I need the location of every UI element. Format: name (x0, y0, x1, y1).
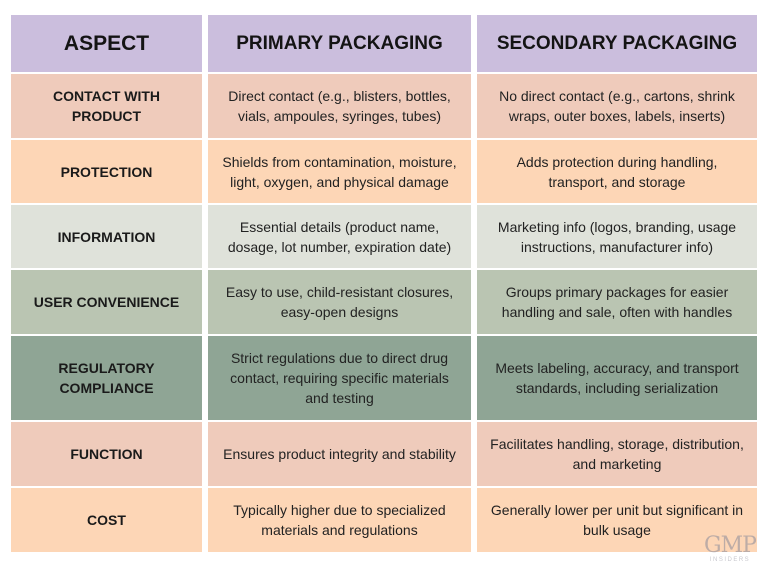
table-header-row: ASPECT PRIMARY PACKAGING SECONDARY PACKA… (11, 15, 757, 72)
primary-cell: Shields from contamination, moisture, li… (208, 140, 471, 203)
primary-cell: Typically higher due to specialized mate… (208, 488, 471, 552)
table-row: FUNCTION Ensures product integrity and s… (11, 422, 757, 486)
table-row: REGULATORY COMPLIANCE Strict regulations… (11, 336, 757, 420)
header-secondary-packaging: SECONDARY PACKAGING (477, 15, 757, 72)
aspect-cell: FUNCTION (11, 422, 202, 486)
logo-subtitle: INSIDERS (709, 557, 751, 563)
gmp-insiders-logo: GMP INSIDERS (700, 533, 760, 564)
aspect-cell: INFORMATION (11, 205, 202, 268)
aspect-cell: COST (11, 488, 202, 552)
table-row: COST Typically higher due to specialized… (11, 488, 757, 552)
primary-cell: Essential details (product name, dosage,… (208, 205, 471, 268)
primary-cell: Direct contact (e.g., blisters, bottles,… (208, 74, 471, 138)
header-primary-packaging: PRIMARY PACKAGING (208, 15, 471, 72)
table-row: INFORMATION Essential details (product n… (11, 205, 757, 268)
secondary-cell: Generally lower per unit but significant… (477, 488, 757, 552)
table-row: USER CONVENIENCE Easy to use, child-resi… (11, 270, 757, 334)
header-aspect: ASPECT (11, 15, 202, 72)
primary-cell: Ensures product integrity and stability (208, 422, 471, 486)
logo-mark: GMP (704, 533, 757, 558)
aspect-cell: REGULATORY COMPLIANCE (11, 336, 202, 420)
primary-cell: Strict regulations due to direct drug co… (208, 336, 471, 420)
comparison-table: ASPECT PRIMARY PACKAGING SECONDARY PACKA… (11, 15, 757, 554)
table-row: PROTECTION Shields from contamination, m… (11, 140, 757, 203)
secondary-cell: Adds protection during handling, transpo… (477, 140, 757, 203)
secondary-cell: Marketing info (logos, branding, usage i… (477, 205, 757, 268)
primary-cell: Easy to use, child-resistant closures, e… (208, 270, 471, 334)
aspect-cell: CONTACT WITH PRODUCT (11, 74, 202, 138)
aspect-cell: USER CONVENIENCE (11, 270, 202, 334)
secondary-cell: Facilitates handling, storage, distribut… (477, 422, 757, 486)
table-row: CONTACT WITH PRODUCT Direct contact (e.g… (11, 74, 757, 138)
secondary-cell: Groups primary packages for easier handl… (477, 270, 757, 334)
aspect-cell: PROTECTION (11, 140, 202, 203)
secondary-cell: Meets labeling, accuracy, and transport … (477, 336, 757, 420)
secondary-cell: No direct contact (e.g., cartons, shrink… (477, 74, 757, 138)
